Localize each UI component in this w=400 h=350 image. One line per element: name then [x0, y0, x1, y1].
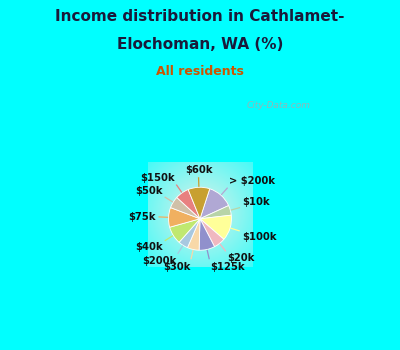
Wedge shape: [170, 219, 200, 242]
Text: $50k: $50k: [135, 186, 162, 196]
Text: Elochoman, WA (%): Elochoman, WA (%): [117, 37, 283, 52]
Text: $60k: $60k: [185, 165, 212, 175]
Text: $150k: $150k: [140, 173, 175, 182]
Wedge shape: [170, 197, 200, 219]
Wedge shape: [200, 189, 229, 219]
Text: $10k: $10k: [242, 197, 270, 207]
Text: > $200k: > $200k: [229, 176, 275, 186]
Wedge shape: [200, 215, 232, 239]
Wedge shape: [177, 190, 200, 219]
Wedge shape: [200, 205, 231, 219]
Text: $125k: $125k: [210, 262, 244, 272]
Wedge shape: [168, 208, 200, 227]
Text: City-Data.com: City-Data.com: [246, 101, 310, 110]
Text: $75k: $75k: [128, 212, 156, 222]
Wedge shape: [188, 187, 210, 219]
Text: $30k: $30k: [163, 262, 190, 272]
Text: $20k: $20k: [227, 253, 255, 263]
Wedge shape: [199, 219, 214, 250]
Text: All residents: All residents: [156, 65, 244, 78]
Wedge shape: [200, 219, 224, 247]
Text: Income distribution in Cathlamet-: Income distribution in Cathlamet-: [55, 9, 345, 24]
Wedge shape: [179, 219, 200, 248]
Text: $100k: $100k: [242, 232, 277, 242]
Text: $200k: $200k: [142, 256, 176, 266]
Text: $40k: $40k: [135, 242, 163, 252]
Wedge shape: [188, 219, 200, 250]
